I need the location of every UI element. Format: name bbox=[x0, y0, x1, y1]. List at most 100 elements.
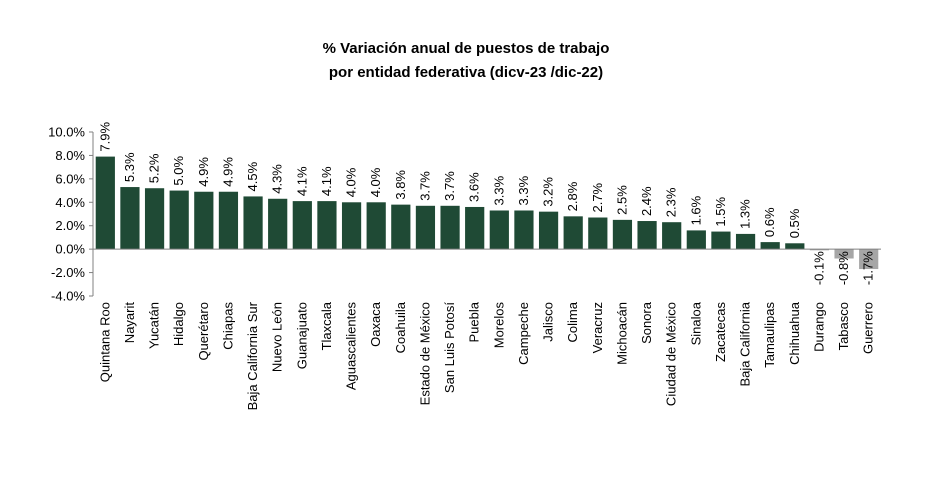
category-label: Veracruz bbox=[590, 302, 605, 353]
category-label: Morelos bbox=[491, 302, 506, 349]
chart-title-line-2: por entidad federativa (dicv-23 /dic-22) bbox=[328, 64, 604, 81]
category-label: Tlaxcala bbox=[319, 301, 334, 350]
category-label: Michoacán bbox=[614, 302, 629, 365]
category-label: Nayarit bbox=[122, 302, 137, 344]
value-label: 3.7% bbox=[442, 171, 457, 201]
category-label: Baja California Sur bbox=[245, 301, 260, 410]
value-label: 3.2% bbox=[541, 177, 556, 207]
category-label: Colima bbox=[565, 301, 580, 342]
bar bbox=[194, 191, 214, 250]
value-label: 5.0% bbox=[171, 155, 186, 185]
bar bbox=[366, 202, 386, 250]
bar bbox=[341, 202, 362, 250]
category-label: Baja California bbox=[738, 301, 753, 386]
bar bbox=[218, 191, 239, 250]
y-tick-label: 2.0% bbox=[55, 218, 85, 233]
category-label: Quintana Roo bbox=[97, 302, 112, 382]
value-label: 4.5% bbox=[245, 161, 260, 191]
category-label: Tamaulipas bbox=[762, 302, 777, 368]
value-label: 0.6% bbox=[762, 207, 777, 237]
category-label: Nuevo León bbox=[270, 302, 285, 372]
value-label: 2.5% bbox=[614, 185, 629, 215]
value-label: 4.9% bbox=[196, 157, 211, 187]
bar bbox=[391, 204, 411, 250]
value-label: 4.9% bbox=[220, 157, 235, 187]
value-label: 5.2% bbox=[147, 153, 162, 183]
category-label: Sinaloa bbox=[688, 301, 703, 345]
value-label: 2.4% bbox=[639, 186, 654, 216]
category-label: Hidalgo bbox=[171, 302, 186, 346]
category-label: Chihuahua bbox=[787, 301, 802, 365]
bar bbox=[834, 249, 854, 259]
bar bbox=[514, 210, 534, 250]
y-tick-label: -2.0% bbox=[51, 265, 85, 280]
category-label: Campeche bbox=[516, 302, 531, 365]
bar bbox=[711, 231, 731, 250]
value-label: 2.3% bbox=[664, 187, 679, 217]
value-label: -0.1% bbox=[811, 251, 826, 285]
category-label: Estado de México bbox=[417, 302, 432, 405]
category-label: Guanajuato bbox=[294, 302, 309, 369]
category-label: Jalisco bbox=[541, 302, 556, 342]
value-label: 4.0% bbox=[344, 167, 359, 197]
category-label: Puebla bbox=[467, 301, 482, 342]
value-label: 4.1% bbox=[319, 166, 334, 196]
value-label: 1.5% bbox=[713, 196, 728, 226]
category-label: Querétaro bbox=[196, 302, 211, 361]
value-label: -1.7% bbox=[861, 251, 876, 285]
bar bbox=[785, 243, 805, 250]
category-label: Tabasco bbox=[836, 302, 851, 350]
bar bbox=[317, 201, 337, 250]
bar bbox=[243, 196, 263, 250]
bar bbox=[120, 187, 140, 250]
category-label: Ciudad de México bbox=[664, 302, 679, 406]
bar bbox=[538, 211, 559, 250]
chart-title: % Variación anual de puestos de trabajo … bbox=[0, 37, 932, 85]
bar bbox=[563, 216, 583, 250]
category-label: Zacatecas bbox=[713, 302, 728, 362]
bar bbox=[415, 205, 436, 250]
bar bbox=[662, 222, 682, 250]
value-label: 3.6% bbox=[467, 172, 482, 202]
bar bbox=[489, 210, 509, 250]
bar bbox=[760, 242, 780, 250]
value-label: 2.8% bbox=[565, 181, 580, 211]
bar bbox=[809, 249, 830, 251]
bar bbox=[612, 219, 633, 250]
value-label: 4.1% bbox=[294, 166, 309, 196]
chart-title-line-1: % Variación anual de puestos de trabajo bbox=[322, 40, 610, 57]
category-label: Oaxaca bbox=[368, 301, 383, 347]
bar bbox=[268, 198, 288, 250]
value-label: 1.6% bbox=[688, 195, 703, 225]
bar bbox=[637, 221, 657, 250]
category-label: Coahuila bbox=[393, 301, 408, 353]
category-label: Guerrero bbox=[861, 302, 876, 354]
value-label: 3.8% bbox=[393, 170, 408, 200]
category-label: Aguascalientes bbox=[344, 302, 359, 391]
category-label: San Luis Potosí bbox=[442, 302, 457, 393]
value-label: 3.3% bbox=[491, 175, 506, 205]
bar bbox=[686, 230, 706, 250]
bar bbox=[735, 233, 756, 250]
value-label: 3.3% bbox=[516, 175, 531, 205]
bar bbox=[465, 206, 485, 250]
value-label: 0.5% bbox=[787, 208, 802, 238]
value-label: 4.3% bbox=[270, 164, 285, 194]
bar bbox=[859, 249, 879, 270]
bar bbox=[292, 201, 312, 250]
category-label: Durango bbox=[811, 302, 826, 352]
y-tick-label: 4.0% bbox=[55, 195, 85, 210]
bar bbox=[169, 190, 189, 250]
y-tick-label: 0.0% bbox=[55, 242, 85, 257]
value-label: 1.3% bbox=[738, 199, 753, 229]
value-label: 4.0% bbox=[368, 167, 383, 197]
bar bbox=[588, 217, 608, 250]
value-label: 7.9% bbox=[97, 122, 112, 152]
y-tick-label: 8.0% bbox=[55, 148, 85, 163]
value-label: -0.8% bbox=[836, 251, 851, 285]
value-label: 3.7% bbox=[417, 171, 432, 201]
category-label: Yucatán bbox=[147, 302, 162, 349]
value-label: 5.3% bbox=[122, 152, 137, 182]
bar bbox=[440, 205, 460, 250]
